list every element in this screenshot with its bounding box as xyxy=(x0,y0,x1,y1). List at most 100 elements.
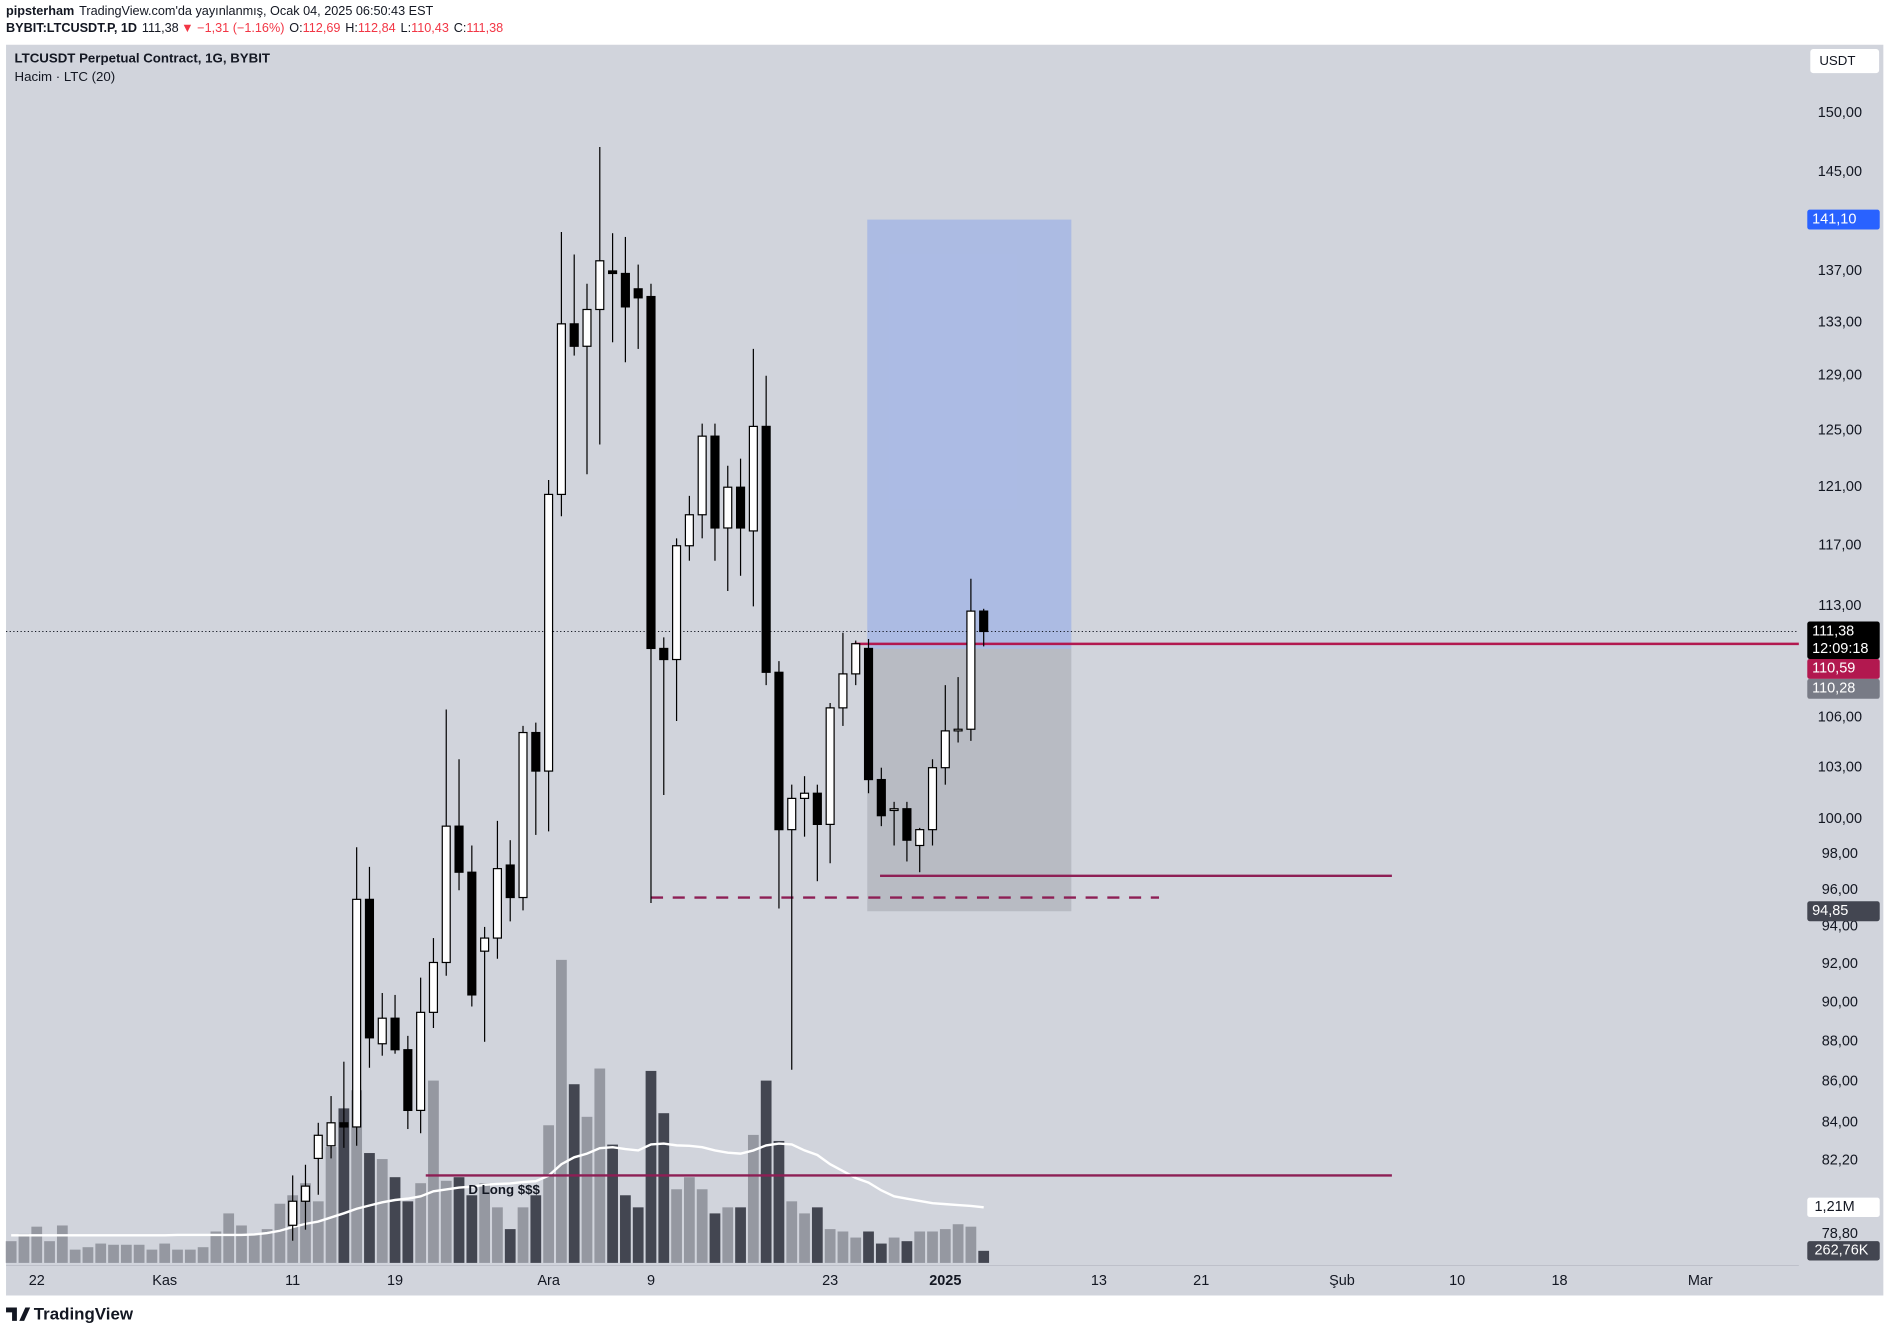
y-tick-label: 94,00 xyxy=(1822,919,1858,935)
candle-body xyxy=(966,610,976,730)
ohlc-value: 112,69 xyxy=(303,21,341,35)
volume-bar xyxy=(312,1201,324,1263)
candle-body xyxy=(838,673,848,709)
volume-bar xyxy=(581,1116,593,1263)
candle-body xyxy=(953,728,963,732)
axis-layer: 150,00 145,00 137,00 133,00 129,00 125,00 121,… xyxy=(29,105,1880,1289)
volume-bar xyxy=(453,1177,465,1263)
y-tick-label: 129,00 xyxy=(1818,368,1862,384)
entry-price-label: 110,28 xyxy=(1812,681,1855,697)
candle-body xyxy=(288,1200,298,1226)
volume-bar xyxy=(44,1241,55,1263)
candle-body xyxy=(672,545,682,661)
candle-body xyxy=(364,898,375,1039)
volume-bar xyxy=(402,1201,414,1263)
volume-ma-label: 1,21M xyxy=(1815,1199,1855,1215)
volume-bar xyxy=(236,1225,247,1263)
last-price-label: 12:09:18 xyxy=(1812,641,1868,657)
y-tick-label: 84,00 xyxy=(1822,1115,1858,1131)
volume-bar xyxy=(82,1247,94,1263)
y-tick-label: 100,00 xyxy=(1818,811,1862,827)
candle-body xyxy=(377,1017,387,1045)
position-target-zone xyxy=(867,219,1072,649)
volume-bar xyxy=(747,1134,759,1263)
candle-body xyxy=(390,1017,400,1051)
candle-body xyxy=(595,260,605,311)
candle-body xyxy=(748,425,758,532)
x-tick-label: 13 xyxy=(1091,1273,1107,1289)
line-price-label: 110,59 xyxy=(1812,661,1855,677)
ohlc-value: 110,43 xyxy=(411,21,449,35)
volume-bar xyxy=(978,1250,990,1263)
volume-bar xyxy=(799,1213,810,1263)
candle-body xyxy=(979,610,989,633)
volume-bar xyxy=(620,1195,631,1263)
volume-bar xyxy=(248,1233,260,1263)
candles-layer xyxy=(288,147,989,1241)
candle-body xyxy=(505,864,515,899)
volume-bar xyxy=(492,1207,503,1263)
candle-body xyxy=(889,808,899,812)
candle-body xyxy=(902,808,912,841)
volume-bar xyxy=(837,1231,849,1263)
volume-bar xyxy=(159,1243,171,1263)
logo: TradingView xyxy=(6,1304,134,1323)
published: TradingView.com'da yayınlanmış, Ocak 04,… xyxy=(79,5,433,19)
volume-bar xyxy=(722,1207,734,1263)
x-tick-label: Mar xyxy=(1688,1273,1713,1289)
candle-body xyxy=(940,730,950,769)
candle-body xyxy=(403,1049,413,1112)
change: ▼ −1,31 (−1.16%) xyxy=(181,21,284,35)
x-tick-label: Ara xyxy=(537,1273,560,1289)
volume-bar xyxy=(120,1244,132,1263)
candle-body xyxy=(467,871,477,996)
chart-title: LTCUSDT Perpetual Contract, 1G, BYBIT xyxy=(14,51,270,66)
candle-body xyxy=(556,323,566,496)
volume-bar xyxy=(56,1225,68,1263)
volume-bar xyxy=(645,1070,657,1263)
candle-body xyxy=(863,647,874,781)
y-tick-label: 92,00 xyxy=(1822,956,1858,972)
candle-body xyxy=(787,797,797,831)
candle-body xyxy=(582,308,592,347)
volume-bar xyxy=(786,1201,798,1263)
y-tick-label: 125,00 xyxy=(1818,422,1862,438)
candle-body xyxy=(761,425,771,673)
header-line-2: BYBIT:LTCUSDT.P, 1D 111,38 ▼ −1,31 (−1.16%… xyxy=(6,21,503,35)
volume-bar xyxy=(901,1241,913,1263)
volume-bar xyxy=(683,1177,695,1263)
volume-bar xyxy=(95,1243,107,1263)
y-tick-label: 117,00 xyxy=(1818,538,1861,554)
volume-bar xyxy=(696,1189,708,1263)
candle-body xyxy=(569,323,579,347)
candle-body xyxy=(441,825,451,964)
ohlc-key: C: xyxy=(454,21,467,35)
candle-body xyxy=(915,829,925,847)
volume-bar xyxy=(338,1108,350,1263)
y-tick-label: 96,00 xyxy=(1822,882,1858,898)
candle-body xyxy=(313,1134,323,1160)
stop-price-label: 94,85 xyxy=(1812,903,1848,919)
candle-body xyxy=(300,1185,311,1202)
candle-body xyxy=(531,731,541,772)
candle-body xyxy=(646,295,656,650)
volume-bar xyxy=(5,1241,17,1263)
candle-body xyxy=(684,514,694,547)
currency-button[interactable] xyxy=(1809,47,1881,75)
volume-bar xyxy=(914,1231,926,1263)
candle-body xyxy=(339,1122,349,1128)
volume-bar xyxy=(479,1183,491,1263)
candle-body xyxy=(659,647,669,661)
candle-body xyxy=(633,288,643,299)
volume-bar xyxy=(18,1233,30,1263)
x-tick-label: 22 xyxy=(29,1273,45,1289)
y-tick-label: 82,20 xyxy=(1822,1152,1858,1168)
target-price-label: 141,10 xyxy=(1812,211,1856,227)
volume-bar xyxy=(210,1231,222,1263)
ohlc-value: 112,84 xyxy=(358,21,396,35)
currency-label[interactable]: USDT xyxy=(1819,53,1855,68)
y-tick-label: 133,00 xyxy=(1818,314,1862,330)
x-tick-label: Şub xyxy=(1329,1273,1355,1289)
y-tick-label: 88,00 xyxy=(1822,1034,1858,1050)
